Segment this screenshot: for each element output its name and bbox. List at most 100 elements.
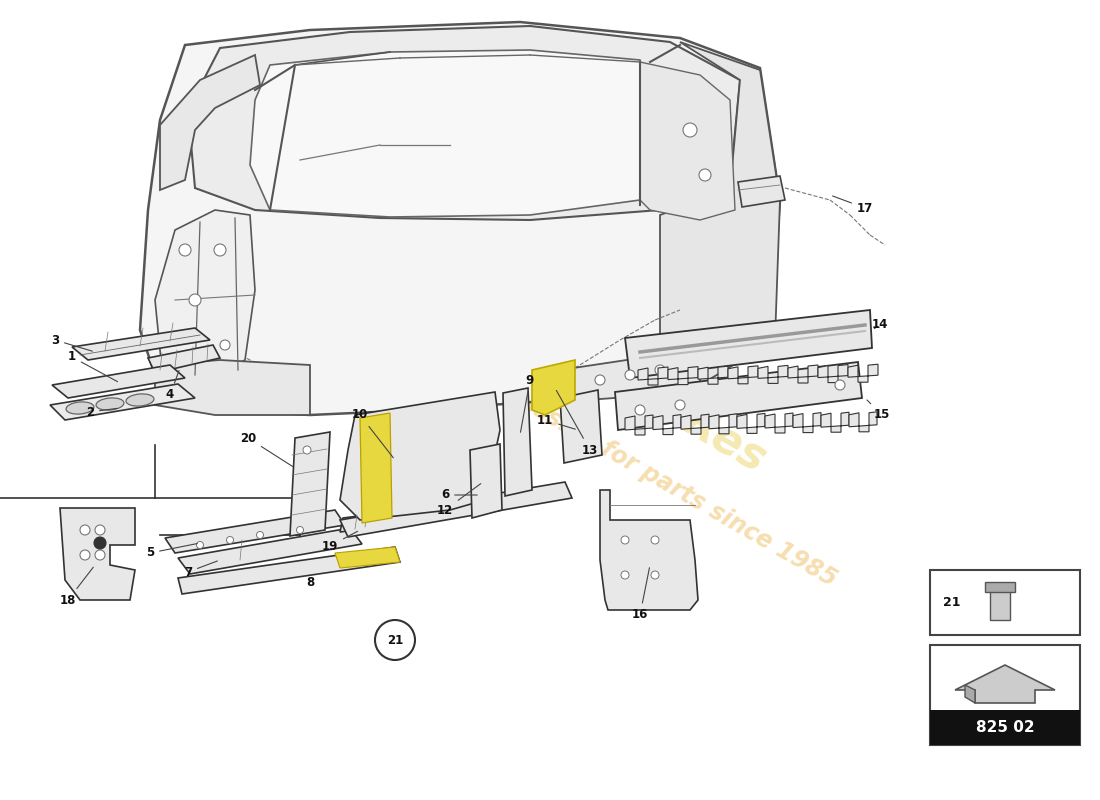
Polygon shape [660,42,780,385]
Circle shape [698,169,711,181]
Circle shape [179,244,191,256]
Polygon shape [532,360,575,415]
Polygon shape [653,414,681,434]
Polygon shape [668,366,698,385]
Text: 5: 5 [146,543,197,559]
Circle shape [675,400,685,410]
Circle shape [625,370,635,380]
Polygon shape [640,62,735,220]
Text: 13: 13 [557,390,598,457]
Polygon shape [818,365,848,382]
Circle shape [651,536,659,544]
Polygon shape [560,390,602,463]
Text: 4: 4 [166,370,179,402]
FancyBboxPatch shape [930,710,1080,745]
Polygon shape [984,582,1015,592]
Circle shape [95,550,104,560]
Polygon shape [340,513,382,532]
Circle shape [621,571,629,579]
Text: 16: 16 [631,568,649,622]
Polygon shape [625,415,653,435]
Text: 10: 10 [352,409,394,458]
Polygon shape [360,413,392,523]
Text: 18: 18 [59,567,94,606]
Polygon shape [336,547,400,568]
Polygon shape [681,414,710,434]
Circle shape [214,244,225,256]
Text: 7: 7 [184,561,218,578]
Text: 19: 19 [322,531,358,553]
Polygon shape [737,414,764,434]
Polygon shape [148,345,220,373]
FancyBboxPatch shape [930,645,1080,745]
Text: 2: 2 [86,406,118,418]
Circle shape [621,536,629,544]
Circle shape [375,620,415,660]
Circle shape [94,537,106,549]
Circle shape [595,375,605,385]
Polygon shape [72,328,210,360]
Text: 12: 12 [437,484,481,517]
Polygon shape [560,355,700,402]
Text: 21: 21 [944,595,960,609]
FancyBboxPatch shape [930,570,1080,635]
Circle shape [197,542,204,549]
Polygon shape [140,22,780,415]
Polygon shape [638,367,668,385]
Polygon shape [965,685,975,703]
Circle shape [683,123,697,137]
Polygon shape [178,528,362,574]
Circle shape [835,380,845,390]
Circle shape [189,294,201,306]
Text: 15: 15 [867,400,890,422]
Polygon shape [849,412,877,432]
Text: euromotoRes: euromotoRes [465,278,774,482]
Polygon shape [50,384,195,420]
Polygon shape [848,364,878,382]
Polygon shape [698,366,728,384]
Text: 11: 11 [537,414,575,429]
Circle shape [227,537,233,543]
Circle shape [80,550,90,560]
Polygon shape [955,665,1055,703]
Circle shape [635,405,645,415]
Polygon shape [615,362,862,430]
Polygon shape [764,413,793,433]
Ellipse shape [96,398,124,410]
Polygon shape [738,176,785,207]
Polygon shape [625,310,872,378]
Text: a passion for parts since 1985: a passion for parts since 1985 [480,369,840,591]
Circle shape [651,571,659,579]
Polygon shape [178,547,400,594]
Ellipse shape [66,402,94,414]
Circle shape [95,525,104,535]
Polygon shape [160,55,260,190]
Polygon shape [60,508,135,600]
Text: 8: 8 [306,575,315,589]
Polygon shape [821,412,849,432]
Circle shape [80,525,90,535]
Text: 17: 17 [833,196,873,214]
Circle shape [302,446,311,454]
Polygon shape [155,360,310,415]
Polygon shape [990,585,1010,620]
Polygon shape [250,50,650,217]
Text: 21: 21 [387,634,403,646]
Polygon shape [340,482,572,537]
Text: 1: 1 [68,350,118,382]
Circle shape [256,531,264,538]
Ellipse shape [126,394,154,406]
Polygon shape [788,365,818,383]
Polygon shape [188,26,740,220]
Circle shape [220,340,230,350]
Polygon shape [503,388,532,496]
Circle shape [654,365,666,375]
Polygon shape [470,444,502,518]
Text: 20: 20 [240,431,293,466]
Polygon shape [165,510,345,553]
Polygon shape [710,414,737,434]
Text: 14: 14 [872,318,888,331]
Polygon shape [758,366,788,383]
Polygon shape [340,392,500,520]
Circle shape [297,526,304,534]
